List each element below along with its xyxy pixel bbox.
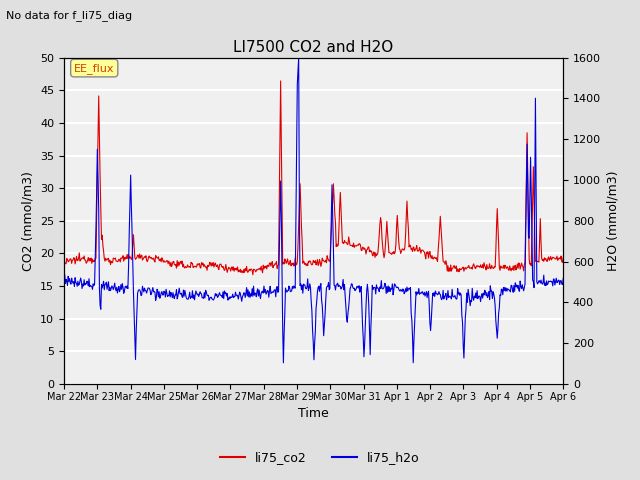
Y-axis label: H2O (mmol/m3): H2O (mmol/m3) — [607, 170, 620, 271]
Legend: li75_co2, li75_h2o: li75_co2, li75_h2o — [215, 446, 425, 469]
X-axis label: Time: Time — [298, 407, 329, 420]
Y-axis label: CO2 (mmol/m3): CO2 (mmol/m3) — [22, 171, 35, 271]
Text: EE_flux: EE_flux — [74, 63, 115, 73]
Text: No data for f_li75_diag: No data for f_li75_diag — [6, 10, 132, 21]
Title: LI7500 CO2 and H2O: LI7500 CO2 and H2O — [234, 40, 394, 55]
